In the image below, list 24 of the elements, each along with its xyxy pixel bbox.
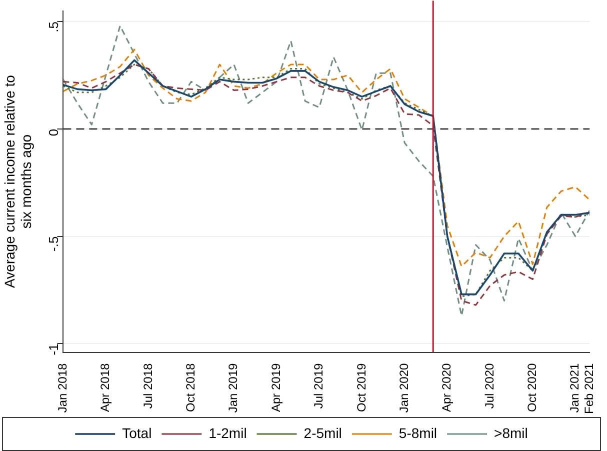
legend-label: 5-8mil <box>398 424 438 441</box>
x-tick-label: Jan 2018 <box>56 362 70 413</box>
y-tick-label: -1 <box>46 344 61 356</box>
x-tick-label: Jan 2021 <box>568 362 582 413</box>
x-tick-label: Jan 2020 <box>396 362 411 413</box>
x-tick-label: Jan 2019 <box>226 362 240 413</box>
legend-label: Total <box>122 424 152 441</box>
x-tick-label: Oct 2020 <box>525 362 540 412</box>
x-tick-label: Apr 2018 <box>98 362 112 412</box>
x-tick-label: Jul 2020 <box>482 362 496 409</box>
x-tick-label: Oct 2018 <box>184 362 198 412</box>
y-axis-title: Average current income relative to six months ago <box>1 74 34 288</box>
x-tick-label: Feb 2021 <box>582 362 596 414</box>
legend-label: 1-2mil <box>208 424 247 441</box>
x-tick-label: Jul 2018 <box>140 362 155 409</box>
y-tick-label: .5 <box>46 22 61 32</box>
x-tick-label: Apr 2020 <box>440 362 454 412</box>
x-tick-label: Jul 2019 <box>312 362 326 409</box>
y-tick-label: 0 <box>46 128 61 136</box>
y-tick-label: -.5 <box>46 236 61 252</box>
legend-label: 2-5mil <box>304 424 342 441</box>
legend-label: >8mil <box>494 424 528 441</box>
x-tick-label: Apr 2019 <box>268 362 283 412</box>
x-tick-label: Oct 2019 <box>354 362 368 412</box>
